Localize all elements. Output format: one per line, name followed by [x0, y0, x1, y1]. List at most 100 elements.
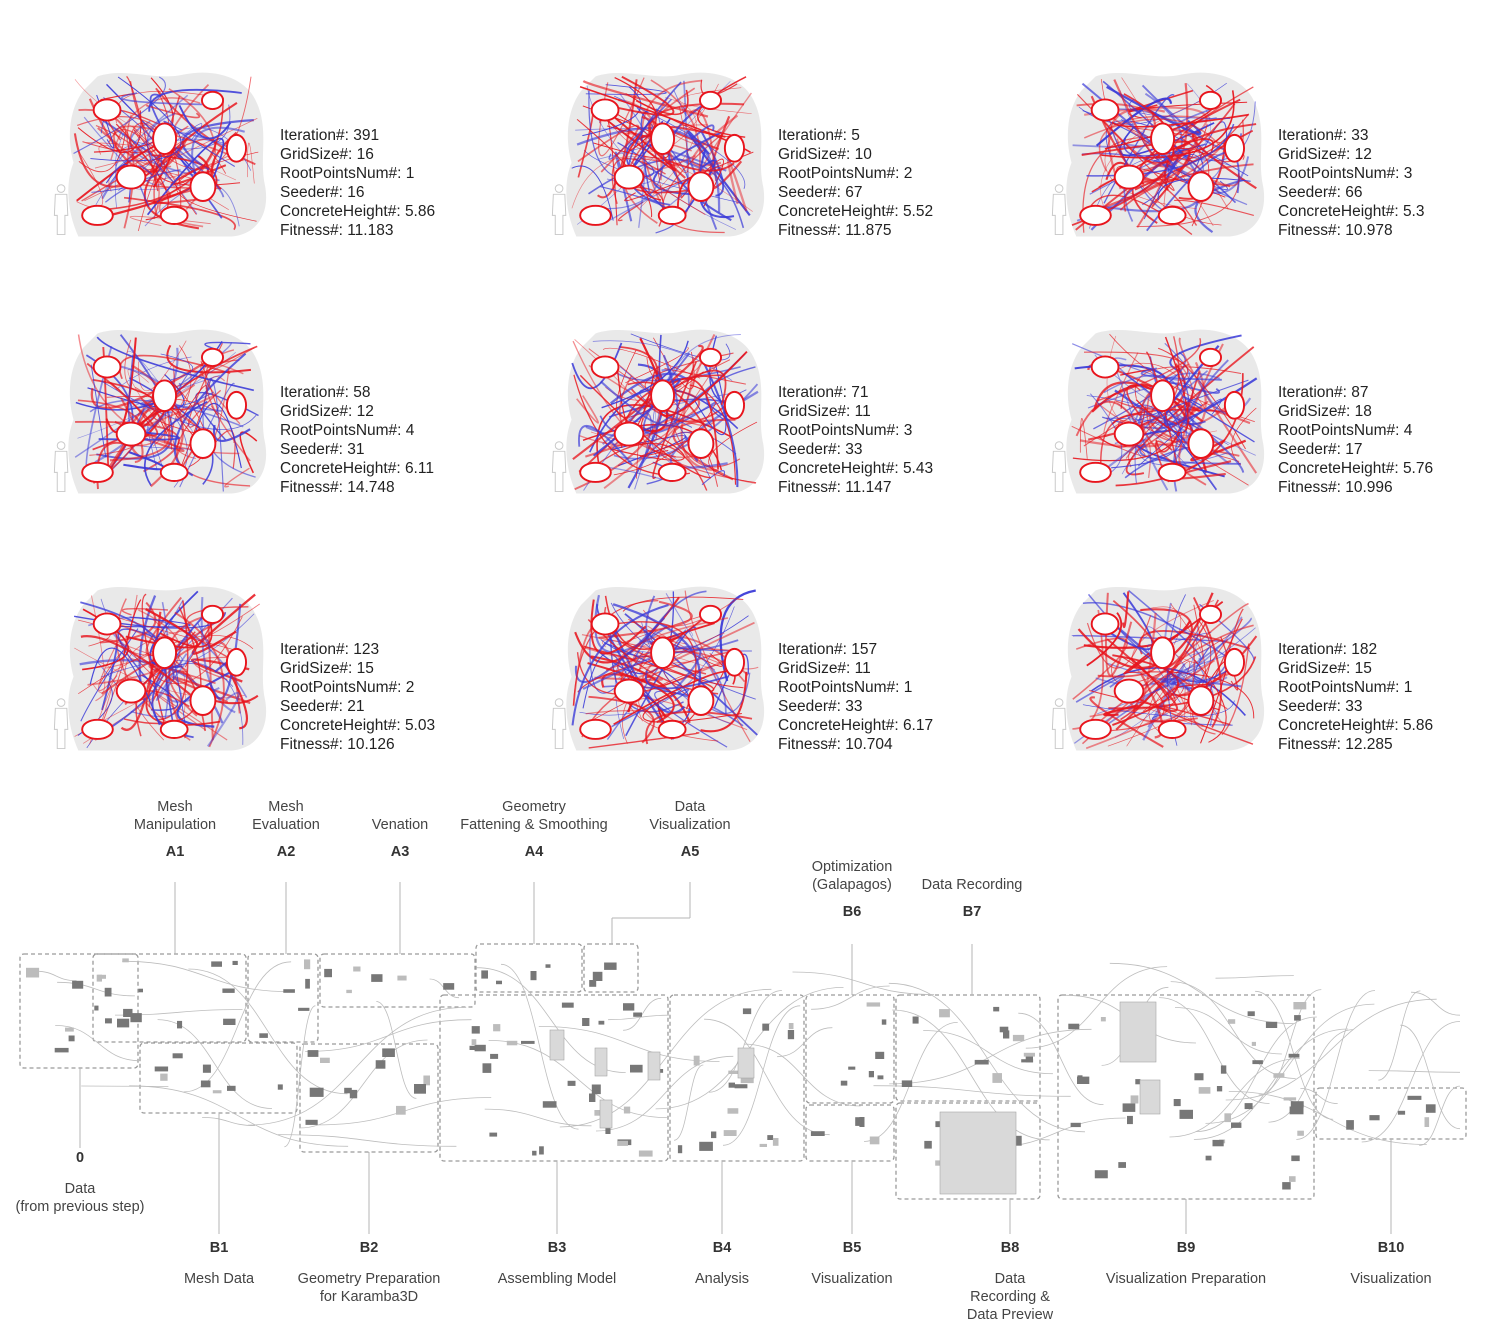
- component-node: [346, 989, 352, 994]
- param-height: ConcreteHeight#: 5.03: [280, 716, 435, 735]
- component-node: [1220, 1065, 1227, 1074]
- component-node: [344, 1087, 352, 1094]
- param-height: ConcreteHeight#: 5.76: [1278, 459, 1433, 478]
- component-node: [623, 1003, 635, 1011]
- param-value: 157: [851, 641, 878, 658]
- param-value: 21: [347, 698, 365, 715]
- component-node: [530, 971, 537, 981]
- group-box-a2: [247, 953, 319, 1043]
- step-label-line: Mesh: [157, 799, 193, 815]
- component-node: [1173, 1099, 1181, 1107]
- param-root: RootPointsNum#: 4: [1278, 421, 1433, 440]
- param-label: Seeder#:: [1278, 441, 1346, 458]
- step-label-line: Mesh Data: [183, 1271, 255, 1287]
- step-label: Geometry Preparation for Karamba3D: [298, 1270, 441, 1306]
- param-fitness: Fitness#: 11.183: [280, 221, 435, 240]
- component-node: [200, 1080, 211, 1088]
- component-node: [397, 975, 407, 981]
- wire: [488, 1040, 667, 1118]
- wire: [623, 997, 662, 1031]
- step-label: Data (from previous step): [16, 1180, 145, 1216]
- param-label: RootPointsNum#:: [280, 679, 406, 696]
- component-node: [1135, 1079, 1141, 1085]
- step-label-line: Geometry: [502, 799, 566, 815]
- step-label-line: Manipulation: [133, 817, 217, 833]
- component-node: [939, 1009, 950, 1018]
- iteration-card: Iteration#: 71 GridSize#: 11 RootPointsNum…: [538, 325, 978, 505]
- step-code: B9: [1176, 1240, 1196, 1256]
- component-node: [349, 1089, 358, 1099]
- iteration-card: Iteration#: 182 GridSize#: 15 RootPointsNu…: [1038, 582, 1478, 762]
- step-code: A3: [390, 844, 410, 860]
- component-node: [1216, 1086, 1223, 1092]
- param-grid: GridSize#: 15: [280, 659, 435, 678]
- param-label: Fitness#:: [778, 222, 846, 239]
- step-code: B6: [842, 904, 862, 920]
- component-node: [490, 1053, 499, 1059]
- param-seeder: Seeder#: 17: [1278, 440, 1433, 459]
- component-node: [259, 1033, 268, 1038]
- component-node: [1205, 1155, 1212, 1161]
- param-value: 2: [903, 165, 913, 182]
- iteration-card: Iteration#: 123 GridSize#: 15 RootPointsNu…: [40, 582, 480, 762]
- iteration-card: Iteration#: 58 GridSize#: 12 RootPointsNum…: [40, 325, 480, 505]
- param-value: 1: [405, 165, 415, 182]
- param-grid: GridSize#: 10: [778, 145, 933, 164]
- param-label: Fitness#:: [280, 479, 348, 496]
- panel-node: [1119, 1001, 1157, 1063]
- param-height: ConcreteHeight#: 5.86: [280, 202, 435, 221]
- step-label-line: Visualization Preparation: [1105, 1271, 1267, 1287]
- component-node: [866, 1002, 881, 1007]
- group-box-a1: [92, 953, 247, 1043]
- component-node: [598, 1020, 605, 1025]
- component-node: [699, 1141, 713, 1151]
- param-grid: GridSize#: 15: [1278, 659, 1433, 678]
- param-label: Fitness#:: [280, 736, 348, 753]
- param-label: RootPointsNum#:: [778, 422, 904, 439]
- param-value: 18: [1354, 403, 1372, 420]
- param-value: 16: [347, 184, 365, 201]
- wire: [129, 1085, 349, 1147]
- component-node: [591, 1084, 601, 1095]
- human-scale-figure: [53, 698, 69, 750]
- param-root: RootPointsNum#: 2: [280, 678, 435, 697]
- step-label-line: Venation: [371, 817, 429, 833]
- component-node: [1011, 1135, 1022, 1146]
- param-value: 33: [845, 698, 863, 715]
- human-scale-figure: [1051, 441, 1067, 493]
- param-root: RootPointsNum#: 4: [280, 421, 434, 440]
- human-scale-figure: [53, 184, 69, 236]
- component-node: [1224, 1113, 1231, 1123]
- component-node: [371, 974, 383, 982]
- wire: [743, 1043, 861, 1107]
- param-label: ConcreteHeight#:: [1278, 460, 1403, 477]
- component-node: [396, 1105, 406, 1115]
- wire: [1368, 1070, 1461, 1073]
- wire: [1025, 966, 1168, 1049]
- component-node: [840, 1080, 848, 1086]
- param-root: RootPointsNum#: 3: [1278, 164, 1425, 183]
- group-box-b6: [805, 994, 895, 1104]
- panel-node: [939, 1111, 1017, 1195]
- iteration-card: Iteration#: 5 GridSize#: 10 RootPointsNum#…: [538, 68, 978, 248]
- wire: [1410, 991, 1461, 1016]
- component-node: [54, 1047, 69, 1053]
- component-node: [1003, 1030, 1010, 1039]
- component-node: [1127, 1115, 1133, 1125]
- iteration-parameters: Iteration#: 157 GridSize#: 11 RootPointsNu…: [778, 640, 933, 754]
- param-height: ConcreteHeight#: 6.17: [778, 716, 933, 735]
- param-iteration: Iteration#: 33: [1278, 126, 1425, 145]
- param-label: Iteration#:: [778, 384, 852, 401]
- param-fitness: Fitness#: 10.704: [778, 735, 933, 754]
- param-value: 87: [1351, 384, 1369, 401]
- param-value: 33: [845, 441, 863, 458]
- wire: [1018, 1012, 1104, 1105]
- component-node: [1025, 1054, 1033, 1063]
- component-node: [309, 1087, 324, 1097]
- component-node: [1293, 1002, 1307, 1010]
- human-scale-figure: [53, 441, 69, 493]
- structure-render: [53, 586, 267, 751]
- param-value: 11.147: [845, 479, 892, 496]
- param-value: 31: [347, 441, 365, 458]
- param-label: Iteration#:: [1278, 384, 1352, 401]
